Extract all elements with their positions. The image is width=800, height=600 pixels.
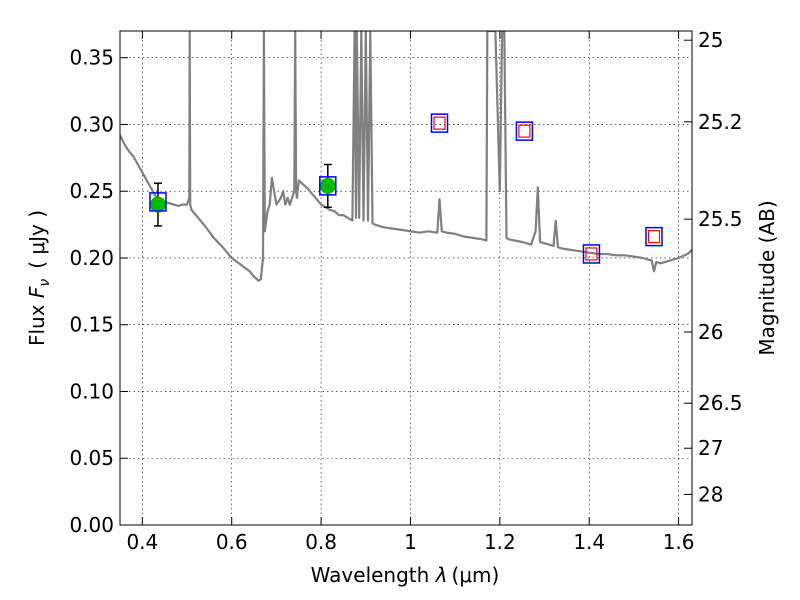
model-photometry-marker [515,121,534,141]
y-tick-label: 0.05 [69,446,114,470]
model-photometry-marker [430,113,449,133]
y-tick-label: 0.15 [69,313,114,337]
plot-frame [119,30,693,526]
x-tick-label: 1 [404,530,417,554]
y-tick-label: 0.30 [69,112,114,136]
synthetic-photometry-marker [585,247,598,261]
x-tick-label: 0.4 [126,530,158,554]
x-tick-label: 0.6 [216,530,248,554]
model-photometry-marker [319,176,337,196]
y-tick-label: 0.25 [69,179,114,203]
y-tick-label: 0.10 [69,379,114,403]
y-axis-label: Flux Fν( μJy ) [25,210,53,346]
y2-tick-label: 25.2 [698,110,743,134]
x-tick-label: 0.8 [305,530,337,554]
x-tick-label: 1.4 [573,530,605,554]
model-photometry-marker [645,226,663,247]
y2-tick-label: 28 [698,482,723,506]
y2-tick-label: 25.5 [698,207,743,231]
x-tick-label: 1.6 [663,530,695,554]
y2-tick-label: 26.5 [698,391,743,415]
y2-tick-label: 25 [698,28,723,52]
y-tick-label: 0.35 [69,46,114,70]
plot-area [120,31,692,282]
y2-tick-label: 27 [698,436,723,460]
observed-point [149,196,166,213]
axis-ticks [120,31,692,526]
model-photometry-marker [149,192,167,212]
observed-point [319,177,336,194]
y-tick-label: 0.20 [69,246,114,270]
synthetic-photometry-marker [518,124,531,138]
x-axis-label: Wavelength λ (μm) [311,563,500,587]
y2-tick-label: 26 [698,320,723,344]
synthetic-photometry-marker [433,116,446,130]
synthetic-photometry-marker [647,230,661,244]
model-photometry-marker [582,244,601,264]
y-tick-label: 0.00 [69,513,114,537]
model-spectrum-line [120,31,692,282]
grid-lines [120,31,692,526]
x-tick-label: 1.2 [484,530,516,554]
y2-axis-label: Magnitude (AB) [755,200,779,355]
